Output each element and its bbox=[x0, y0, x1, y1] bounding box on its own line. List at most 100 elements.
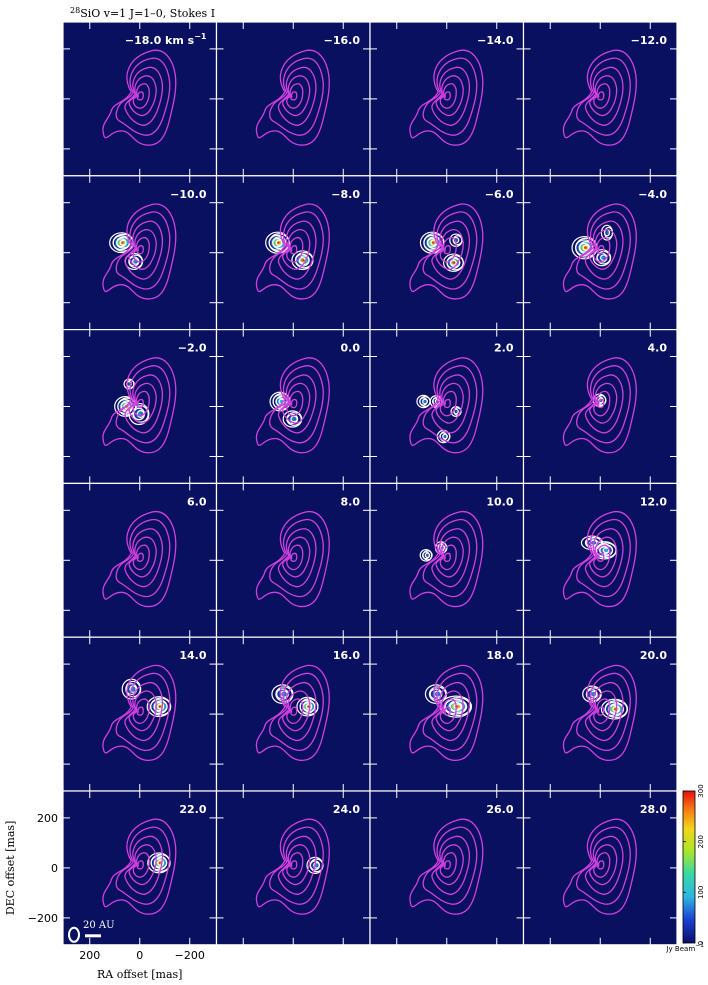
colorbar-tick-label: 200 bbox=[697, 835, 705, 848]
axes-labels: 200 0 −200 200 0 −200 RA offset [mas] DEC offse… bbox=[4, 812, 205, 981]
continuum-contours bbox=[102, 49, 177, 146]
continuum-contour bbox=[132, 544, 150, 571]
continuum-contours bbox=[409, 49, 484, 146]
channel-panel: 6.0 bbox=[62, 482, 218, 638]
continuum-contour bbox=[281, 229, 311, 270]
velocity-label: 16.0 bbox=[333, 649, 360, 662]
continuum-contour bbox=[435, 844, 464, 886]
velocity-label: 6.0 bbox=[187, 495, 207, 508]
continuum-contour bbox=[409, 664, 484, 761]
channel-panel: 24.0 bbox=[215, 790, 371, 946]
continuum-contour bbox=[115, 57, 171, 136]
continuum-contour bbox=[290, 91, 298, 101]
velocity-label: 10.0 bbox=[486, 495, 513, 508]
panel-background bbox=[522, 636, 678, 792]
continuum-contours bbox=[102, 818, 177, 915]
panel-background bbox=[215, 482, 371, 638]
continuum-contour bbox=[593, 544, 611, 571]
continuum-contour bbox=[286, 544, 304, 571]
panel-background bbox=[62, 482, 218, 638]
continuum-contours bbox=[409, 510, 484, 608]
panel-background bbox=[522, 790, 678, 946]
continuum-contour bbox=[588, 536, 618, 578]
continuum-contour bbox=[593, 236, 611, 263]
channel-panel: 22.0 bbox=[62, 790, 218, 946]
continuum-contour bbox=[128, 844, 157, 886]
panel-background bbox=[215, 329, 371, 485]
continuum-contour bbox=[443, 706, 451, 716]
continuum-contour bbox=[269, 365, 324, 444]
continuum-contour bbox=[102, 203, 177, 300]
panel-background bbox=[215, 636, 371, 792]
scale-bar: 20 AU bbox=[68, 920, 115, 943]
continuum-contour bbox=[562, 357, 637, 454]
continuum-contour bbox=[255, 664, 330, 761]
continuum-contour bbox=[136, 398, 144, 409]
continuum-contour bbox=[439, 544, 457, 571]
continuum-contour bbox=[439, 852, 457, 878]
continuum-contour bbox=[115, 211, 171, 290]
continuum-contour bbox=[576, 518, 631, 598]
continuum-contours bbox=[562, 49, 637, 146]
channel-panel: 16.0 bbox=[215, 636, 371, 792]
channel-panel: 10.0 bbox=[369, 482, 525, 638]
continuum-contour bbox=[435, 75, 464, 117]
line-contour bbox=[132, 405, 149, 423]
panel-ticks bbox=[216, 637, 370, 791]
continuum-contour bbox=[102, 818, 177, 915]
continuum-contours bbox=[255, 818, 330, 915]
panel-ticks bbox=[216, 483, 370, 638]
channel-panel: 8.0 bbox=[215, 482, 371, 638]
continuum-contour bbox=[562, 49, 637, 146]
velocity-label: 2.0 bbox=[494, 342, 514, 355]
continuum-contour bbox=[597, 552, 605, 562]
line-contour bbox=[275, 239, 283, 246]
panel-ticks bbox=[370, 22, 524, 176]
panel-background bbox=[62, 21, 218, 177]
channel-panel: 26.0 bbox=[369, 790, 525, 946]
continuum-contour bbox=[588, 229, 618, 270]
line-contour bbox=[157, 859, 164, 866]
continuum-contours bbox=[255, 357, 330, 454]
continuum-contour bbox=[102, 510, 177, 608]
continuum-contour bbox=[102, 357, 177, 454]
channel-panel: 2.0 bbox=[369, 329, 525, 485]
continuum-contour bbox=[409, 357, 484, 454]
velocity-label: 20.0 bbox=[640, 649, 667, 662]
velocity-label: −4.0 bbox=[638, 188, 667, 201]
continuum-contour bbox=[439, 390, 457, 417]
continuum-contours bbox=[255, 203, 330, 300]
panel-background bbox=[215, 21, 371, 177]
line-contour bbox=[453, 703, 462, 710]
continuum-contour bbox=[128, 382, 157, 424]
panel-ticks bbox=[523, 22, 677, 176]
panel-ticks bbox=[216, 791, 370, 945]
velocity-label: 18.0 bbox=[486, 649, 513, 662]
panel-ticks bbox=[63, 483, 217, 638]
panel-ticks bbox=[63, 637, 217, 791]
continuum-contour bbox=[422, 211, 478, 290]
line-contour bbox=[313, 862, 320, 869]
continuum-contours bbox=[409, 818, 484, 915]
continuum-contour bbox=[290, 706, 298, 716]
ra-tick-label: −200 bbox=[175, 949, 205, 962]
continuum-contour bbox=[136, 245, 144, 255]
continuum-contour bbox=[115, 672, 171, 752]
continuum-contour bbox=[443, 398, 451, 409]
panel-ticks bbox=[370, 329, 524, 484]
continuum-contour bbox=[255, 203, 330, 300]
continuum-contour bbox=[136, 706, 144, 716]
continuum-contour bbox=[290, 245, 298, 255]
continuum-contour bbox=[576, 826, 631, 905]
line-contour bbox=[450, 259, 457, 266]
continuum-contour bbox=[136, 860, 144, 870]
scale-bar-label: 20 AU bbox=[83, 920, 115, 931]
continuum-contour bbox=[576, 211, 631, 290]
continuum-contour bbox=[277, 681, 317, 742]
continuum-contour bbox=[124, 66, 164, 126]
velocity-label: −8.0 bbox=[331, 188, 360, 201]
panel-ticks bbox=[63, 175, 217, 330]
velocity-label: −14.0 bbox=[477, 34, 514, 47]
continuum-contour bbox=[124, 528, 164, 588]
continuum-contour bbox=[584, 220, 624, 280]
